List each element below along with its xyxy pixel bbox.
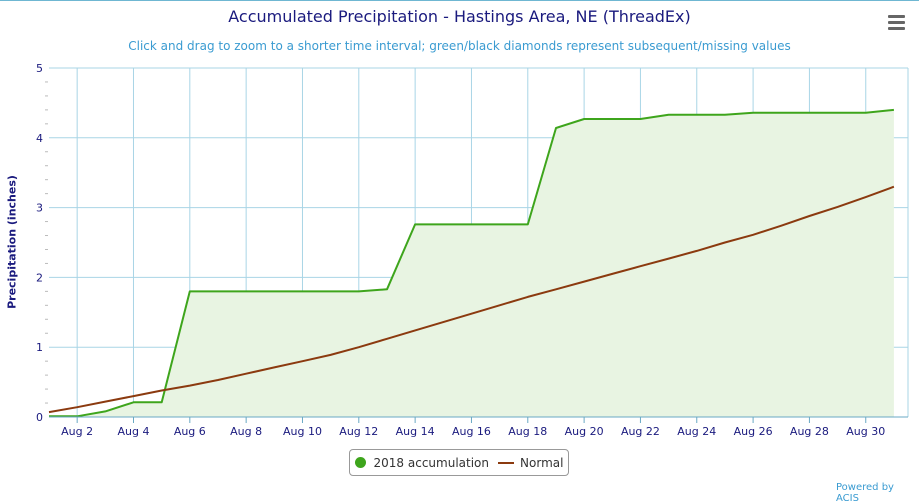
y-tick-label: 2 bbox=[36, 271, 43, 284]
x-tick-label: Aug 26 bbox=[734, 425, 773, 438]
x-tick-label: Aug 16 bbox=[452, 425, 491, 438]
chart-legend: 2018 accumulation Normal bbox=[349, 449, 569, 476]
x-tick-label: Aug 10 bbox=[283, 425, 322, 438]
legend-marker-normal bbox=[498, 461, 515, 464]
area-layer bbox=[49, 109, 894, 418]
x-tick-label: Aug 30 bbox=[846, 425, 885, 438]
y-axis-label: Precipitation (inches) bbox=[5, 175, 19, 309]
menu-bar bbox=[888, 27, 905, 30]
legend-label-2018: 2018 accumulation bbox=[373, 455, 489, 470]
series-area-0 bbox=[49, 109, 894, 418]
y-tick-label: 5 bbox=[36, 62, 43, 75]
x-tick-label: Aug 28 bbox=[790, 425, 829, 438]
x-tick-label: Aug 2 bbox=[61, 425, 93, 438]
x-tick-label: Aug 12 bbox=[339, 425, 378, 438]
chart-title: Accumulated Precipitation - Hastings Are… bbox=[228, 7, 691, 26]
x-tick-label: Aug 18 bbox=[508, 425, 547, 438]
legend-item-2018[interactable]: 2018 accumulation bbox=[354, 455, 489, 470]
legend-marker-2018 bbox=[354, 457, 366, 468]
axis-layer: 0 1 2 3 4 5 Aug 2 Aug 4 Aug 6 Aug 8 Aug 10 Aug 12 Au… bbox=[36, 62, 908, 438]
x-tick-label: Aug 24 bbox=[677, 425, 716, 438]
menu-bar bbox=[888, 21, 905, 24]
y-tick-label: 4 bbox=[36, 132, 43, 145]
top-border bbox=[0, 0, 919, 1]
x-tick-label: Aug 6 bbox=[174, 425, 206, 438]
series-line-0 bbox=[49, 108, 894, 418]
hamburger-menu-icon[interactable] bbox=[886, 15, 908, 33]
series-line-1 bbox=[48, 185, 895, 414]
x-tick-label: Aug 20 bbox=[565, 425, 604, 438]
legend-label-normal: Normal bbox=[520, 455, 564, 470]
credit-link[interactable]: Powered by ACIS bbox=[836, 482, 894, 504]
legend-item-normal[interactable]: Normal bbox=[498, 456, 563, 470]
line-layer bbox=[48, 108, 895, 418]
x-tick-label: Aug 22 bbox=[621, 425, 660, 438]
menu-bar bbox=[888, 15, 905, 18]
x-tick-label: Aug 14 bbox=[396, 425, 435, 438]
x-tick-label: Aug 8 bbox=[230, 425, 262, 438]
chart-subtitle: Click and drag to zoom to a shorter time… bbox=[128, 39, 791, 53]
x-tick-label: Aug 4 bbox=[117, 425, 149, 438]
y-tick-label: 3 bbox=[36, 202, 43, 215]
y-tick-label: 1 bbox=[36, 341, 43, 354]
y-tick-label: 0 bbox=[36, 411, 43, 424]
